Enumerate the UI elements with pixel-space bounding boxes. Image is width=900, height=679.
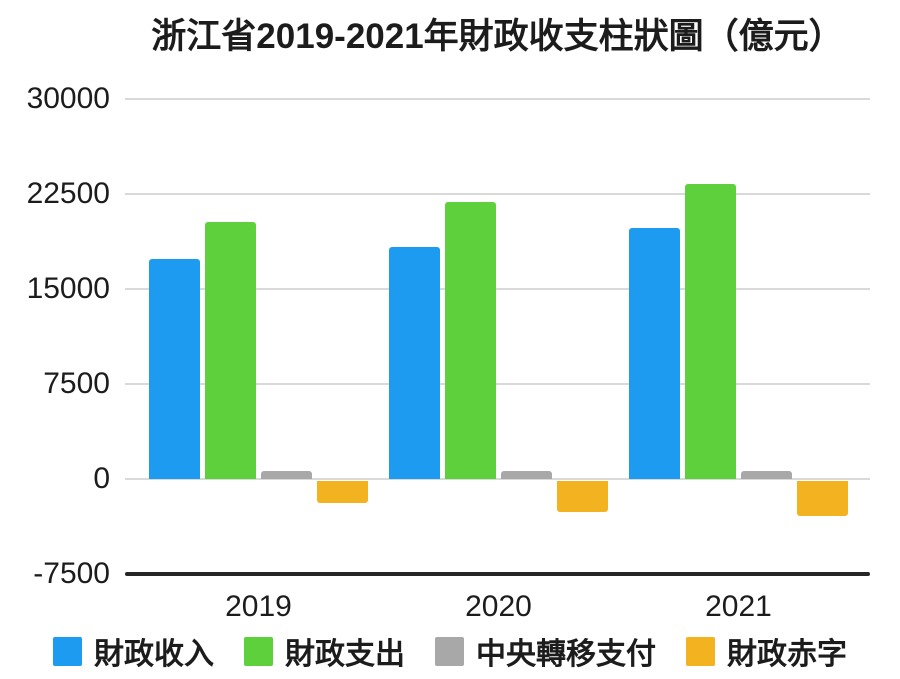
gridline-22500 — [125, 193, 870, 195]
x-tick-label-2021: 2021 — [705, 590, 772, 623]
y-tick-label-30000: 30000 — [26, 82, 110, 115]
y-tick-label-22500: 22500 — [26, 177, 110, 210]
bar-transfer-2021 — [741, 470, 792, 479]
legend-item-deficit: 財政赤字 — [686, 629, 847, 673]
legend-swatch-deficit — [686, 636, 715, 666]
bar-revenue-2019 — [149, 258, 200, 479]
legend-item-expenditure: 財政支出 — [244, 629, 405, 673]
y-tick-label--7500: -7500 — [33, 557, 110, 590]
legend-label-transfer: 中央轉移支付 — [476, 638, 656, 671]
y-tick-label-7500: 7500 — [43, 367, 110, 400]
legend-item-transfer: 中央轉移支付 — [435, 629, 656, 673]
y-tick-label-0: 0 — [93, 462, 110, 495]
chart-title: 浙江省2019-2021年財政收支柱狀圖（億元） — [151, 17, 844, 56]
bar-expenditure-2020 — [445, 201, 496, 479]
bar-transfer-2020 — [501, 470, 552, 479]
legend-swatch-revenue — [53, 636, 82, 666]
legend-label-revenue: 財政收入 — [94, 638, 214, 671]
legend-label-expenditure: 財政支出 — [285, 638, 405, 671]
bar-transfer-2019 — [261, 471, 312, 479]
legend-label-deficit: 財政赤字 — [727, 638, 847, 671]
legend-swatch-expenditure — [244, 636, 273, 666]
bar-deficit-2020 — [557, 481, 608, 512]
x-axis-baseline — [125, 572, 870, 576]
bar-expenditure-2019 — [205, 221, 256, 479]
gridline-0 — [125, 478, 870, 480]
bar-deficit-2021 — [797, 481, 848, 516]
gridline-7500 — [125, 383, 870, 385]
bar-deficit-2019 — [317, 481, 368, 504]
bar-expenditure-2021 — [685, 183, 736, 479]
gridline-30000 — [125, 98, 870, 100]
y-tick-label-15000: 15000 — [26, 272, 110, 305]
bar-revenue-2021 — [629, 228, 680, 479]
legend-item-revenue: 財政收入 — [53, 629, 214, 673]
x-tick-label-2019: 2019 — [225, 590, 292, 623]
legend: 財政收入 財政支出 中央轉移支付 財政赤字 — [0, 633, 900, 671]
x-tick-label-2020: 2020 — [465, 590, 532, 623]
gridline-15000 — [125, 288, 870, 290]
legend-swatch-transfer — [435, 636, 464, 666]
bar-revenue-2020 — [389, 247, 440, 479]
